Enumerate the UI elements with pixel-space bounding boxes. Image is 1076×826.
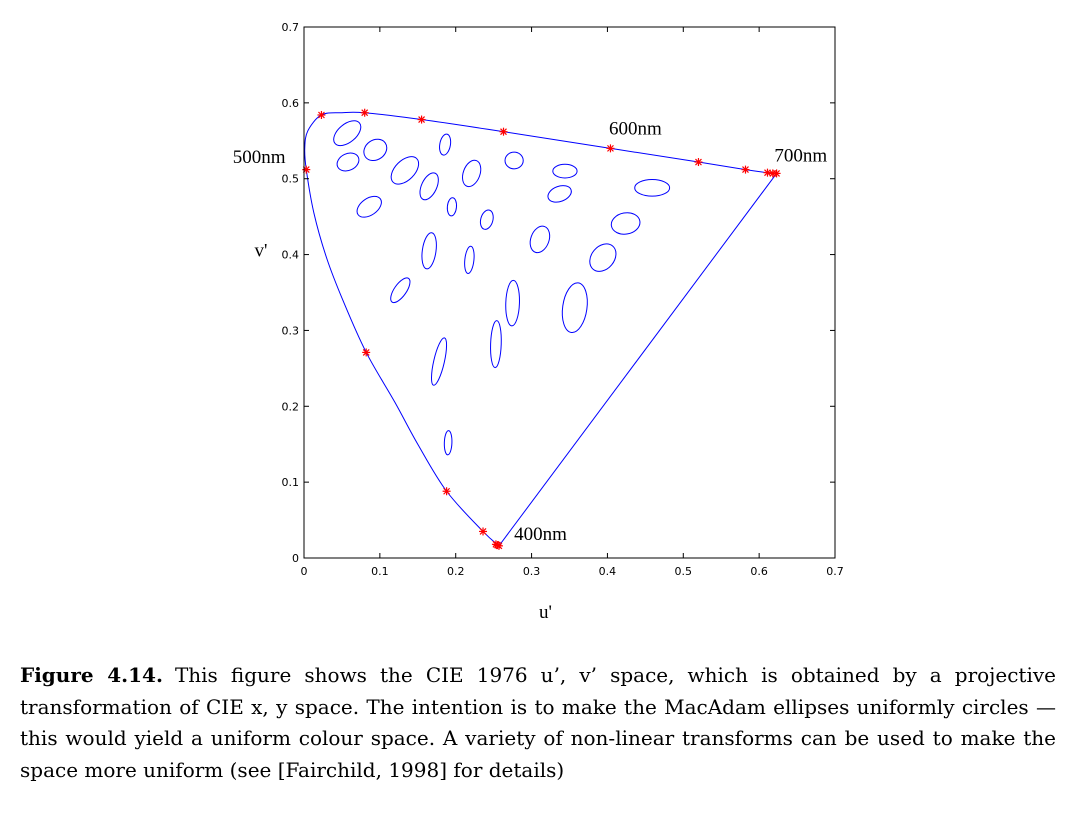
- wavelength-label: 700nm: [774, 145, 827, 166]
- wavelength-marker: [763, 168, 772, 177]
- figure-number: Figure 4.14.: [20, 663, 163, 687]
- macadam-ellipse: [419, 172, 439, 201]
- macadam-ellipse: [552, 163, 578, 179]
- macadam-ellipse: [363, 138, 388, 162]
- x-tick-label: 0.6: [750, 565, 768, 578]
- macadam-ellipse: [479, 209, 494, 230]
- cie-uv-chart: 0 0.1 0.2 0.3 0.4 0.5 0.6 0.7 0 0.1 0.2 0.3 0.4 0.5 0.…: [233, 21, 844, 623]
- x-tick-label: 0: [301, 565, 308, 578]
- macadam-ellipse: [443, 430, 453, 456]
- y-tick-label: 0.7: [282, 21, 300, 34]
- macadam-ellipse: [390, 277, 411, 304]
- wavelength-label: 600nm: [609, 119, 662, 140]
- macadam-ellipse: [462, 159, 482, 188]
- macadam-ellipse: [336, 152, 360, 172]
- macadam-ellipse: [421, 232, 437, 270]
- figure-caption: Figure 4.14. This figure shows the CIE 19…: [20, 660, 1056, 786]
- wavelength-marker: [772, 169, 781, 178]
- purple-line: [498, 173, 777, 547]
- wavelength-marker: [317, 110, 326, 119]
- y-tick-label: 0: [292, 552, 299, 565]
- wavelength-label: 500nm: [233, 147, 286, 168]
- x-tick-label: 0.7: [826, 565, 844, 578]
- macadam-ellipse: [504, 151, 524, 170]
- wavelength-marker: [362, 348, 371, 357]
- x-axis-label: u': [539, 602, 552, 623]
- wavelength-annotations: 500nm 600nm 700nm 400nm: [233, 119, 828, 545]
- y-axis-label: v': [255, 241, 268, 262]
- macadam-ellipse: [439, 133, 452, 156]
- axis-ticks: 0 0.1 0.2 0.3 0.4 0.5 0.6 0.7 0 0.1 0.2 0.3 0.4 0.5 0.…: [282, 21, 844, 578]
- macadam-ellipse: [589, 243, 617, 272]
- y-tick-label: 0.1: [282, 476, 300, 489]
- spectral-locus-curve: [304, 111, 777, 547]
- macadam-ellipse: [464, 245, 475, 274]
- wavelength-marker: [741, 165, 750, 174]
- x-tick-label: 0.4: [599, 565, 617, 578]
- wavelength-marker: [694, 158, 703, 167]
- wavelength-marker: [360, 108, 369, 117]
- x-tick-label: 0.2: [447, 565, 465, 578]
- y-tick-label: 0.6: [282, 97, 300, 110]
- wavelength-markers: [302, 108, 781, 550]
- y-tick-label: 0.4: [282, 249, 300, 262]
- macadam-ellipse: [634, 178, 671, 197]
- plot-frame: [303, 26, 836, 559]
- y-tick-label: 0.5: [282, 173, 300, 186]
- x-tick-label: 0.5: [675, 565, 693, 578]
- spectral-locus: [304, 111, 777, 547]
- y-tick-label: 0.3: [282, 324, 300, 337]
- macadam-ellipse: [610, 212, 641, 235]
- macadam-ellipse: [390, 156, 420, 185]
- caption-text: This figure shows the CIE 1976 u’, v’ sp…: [20, 663, 1056, 782]
- macadam-ellipse: [431, 337, 448, 386]
- macadam-ellipse: [356, 195, 382, 218]
- wavelength-label: 400nm: [514, 524, 567, 545]
- wavelength-marker: [499, 127, 508, 136]
- x-tick-label: 0.1: [371, 565, 389, 578]
- macadam-ellipse: [446, 197, 458, 217]
- wavelength-marker: [417, 115, 426, 124]
- macadam-ellipse: [505, 279, 520, 327]
- wavelength-marker: [491, 540, 500, 549]
- macadam-ellipse: [490, 320, 502, 369]
- macadam-ellipse: [529, 225, 551, 254]
- wavelength-marker: [302, 165, 311, 174]
- wavelength-marker: [442, 487, 451, 496]
- wavelength-marker: [606, 144, 615, 153]
- macadam-ellipse: [561, 282, 588, 334]
- macadam-ellipses: [333, 120, 671, 456]
- macadam-ellipse: [333, 120, 362, 147]
- macadam-ellipse: [547, 185, 572, 203]
- y-tick-label: 0.2: [282, 400, 300, 413]
- x-tick-label: 0.3: [523, 565, 541, 578]
- wavelength-marker: [479, 527, 488, 536]
